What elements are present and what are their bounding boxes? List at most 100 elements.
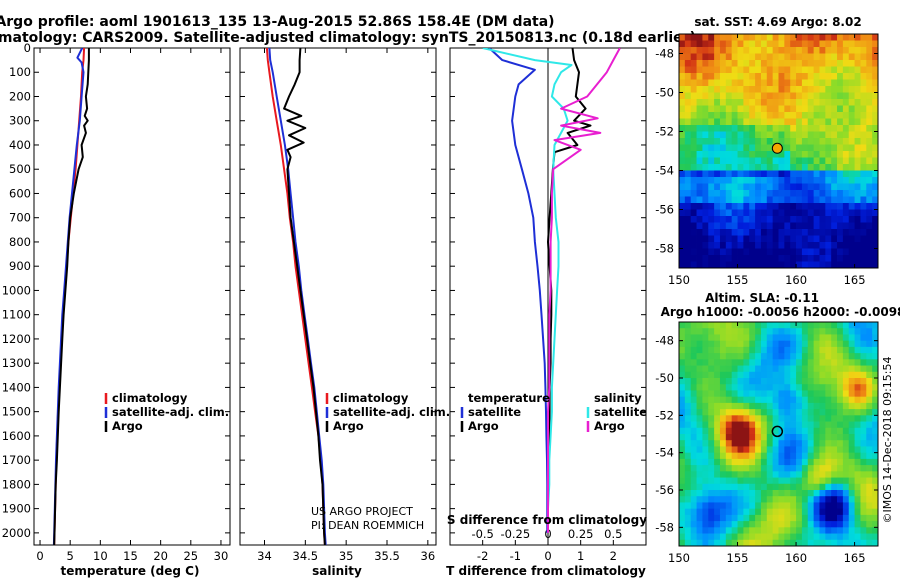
map-cell [801,151,809,158]
map-cell [731,346,738,354]
map-cell [714,353,721,360]
map-cell [714,190,721,197]
map-cell [725,203,733,210]
map-cell [866,40,873,48]
map-cell [679,421,686,429]
map-cell [772,533,779,541]
map-cell [837,458,844,466]
map-cell [702,118,709,126]
map-cell [831,427,838,435]
map-cell [831,502,838,510]
map-cell [807,40,815,48]
map-cell [749,170,756,178]
map-cell [731,112,738,119]
map-cell [743,203,750,210]
map-cell [790,359,797,366]
map-cell [737,177,744,184]
map-cell [731,514,738,522]
map-cell [702,390,709,398]
map-cell [684,353,692,360]
map-cell [766,446,774,454]
map-cell [848,235,855,243]
map-cell [796,371,803,379]
map-cell [790,440,797,447]
map-cell [860,440,867,447]
map-cell [772,490,779,497]
map-cell [807,471,815,478]
map-cell [825,222,832,230]
map-cell [743,79,750,87]
map-cell [848,322,855,329]
map-cell [760,421,768,429]
map-cell [819,248,826,256]
map-cell [848,340,855,348]
map-cell [860,157,867,165]
map-cell [766,255,774,262]
map-cell [772,434,779,441]
map-cell [848,508,855,516]
temperature-panel: 0100200300400500600700800900100011001200… [2,41,231,578]
map-cell [760,502,768,510]
map-cell [790,502,797,510]
map-cell [860,539,867,547]
map-cell [848,138,855,145]
map-cell [749,138,756,145]
map-cell [702,60,709,67]
map-cell [784,53,791,61]
map-cell [690,183,697,191]
map-cell [854,390,861,398]
map-cell [819,164,826,171]
map-cell [696,157,703,165]
map-cell [825,196,832,204]
map-cell [737,452,744,460]
map-cell [708,177,715,184]
map-cell [807,131,815,139]
map-cell [813,203,820,210]
map-cell [714,151,721,158]
map-cell [702,409,709,416]
map-cell [837,92,844,100]
map-cell [854,34,861,41]
map-cell [760,359,768,366]
temperature-x-axis: 0 5 10 15 20 25 30 [36,48,228,563]
map-cell [684,402,692,410]
map-cell [737,92,744,100]
map-cell [842,483,850,491]
map-cell [714,112,721,119]
map-cell [796,434,803,441]
map-cell [719,209,727,217]
map-cell [749,334,756,342]
map-cell [702,359,709,366]
map-cell [813,477,820,485]
project-credit: US ARGO PROJECT [311,505,413,518]
map-cell [784,471,791,478]
map-cell [719,527,727,534]
series-line-salinity-satellite [482,48,573,533]
map-cell [708,421,715,429]
map-cell [837,164,844,171]
map-cell [684,144,692,152]
map-cell [790,371,797,379]
map-cell [819,73,826,80]
map-cell [725,164,733,171]
map-cell [813,390,820,398]
map-cell [813,508,820,516]
map-cell [778,371,785,379]
map-cell [831,209,838,217]
map-cell [719,508,727,516]
map-cell [755,112,762,119]
map-cell [755,138,762,145]
map-cell [854,60,861,67]
map-cell [725,527,733,534]
map-cell [848,434,855,441]
map-cell [825,508,832,516]
map-cell [854,255,861,262]
map-cell [702,328,709,335]
map-cell [819,34,826,41]
map-cell [807,66,815,74]
map-cell [702,151,709,158]
x-tick-label: 36 [421,549,436,563]
map-cell [772,229,779,236]
sst-map-panel: sat. SST: 4.69 Argo: 8.02 -48-50-52-54-5… [655,15,879,287]
map-cell [760,440,768,447]
